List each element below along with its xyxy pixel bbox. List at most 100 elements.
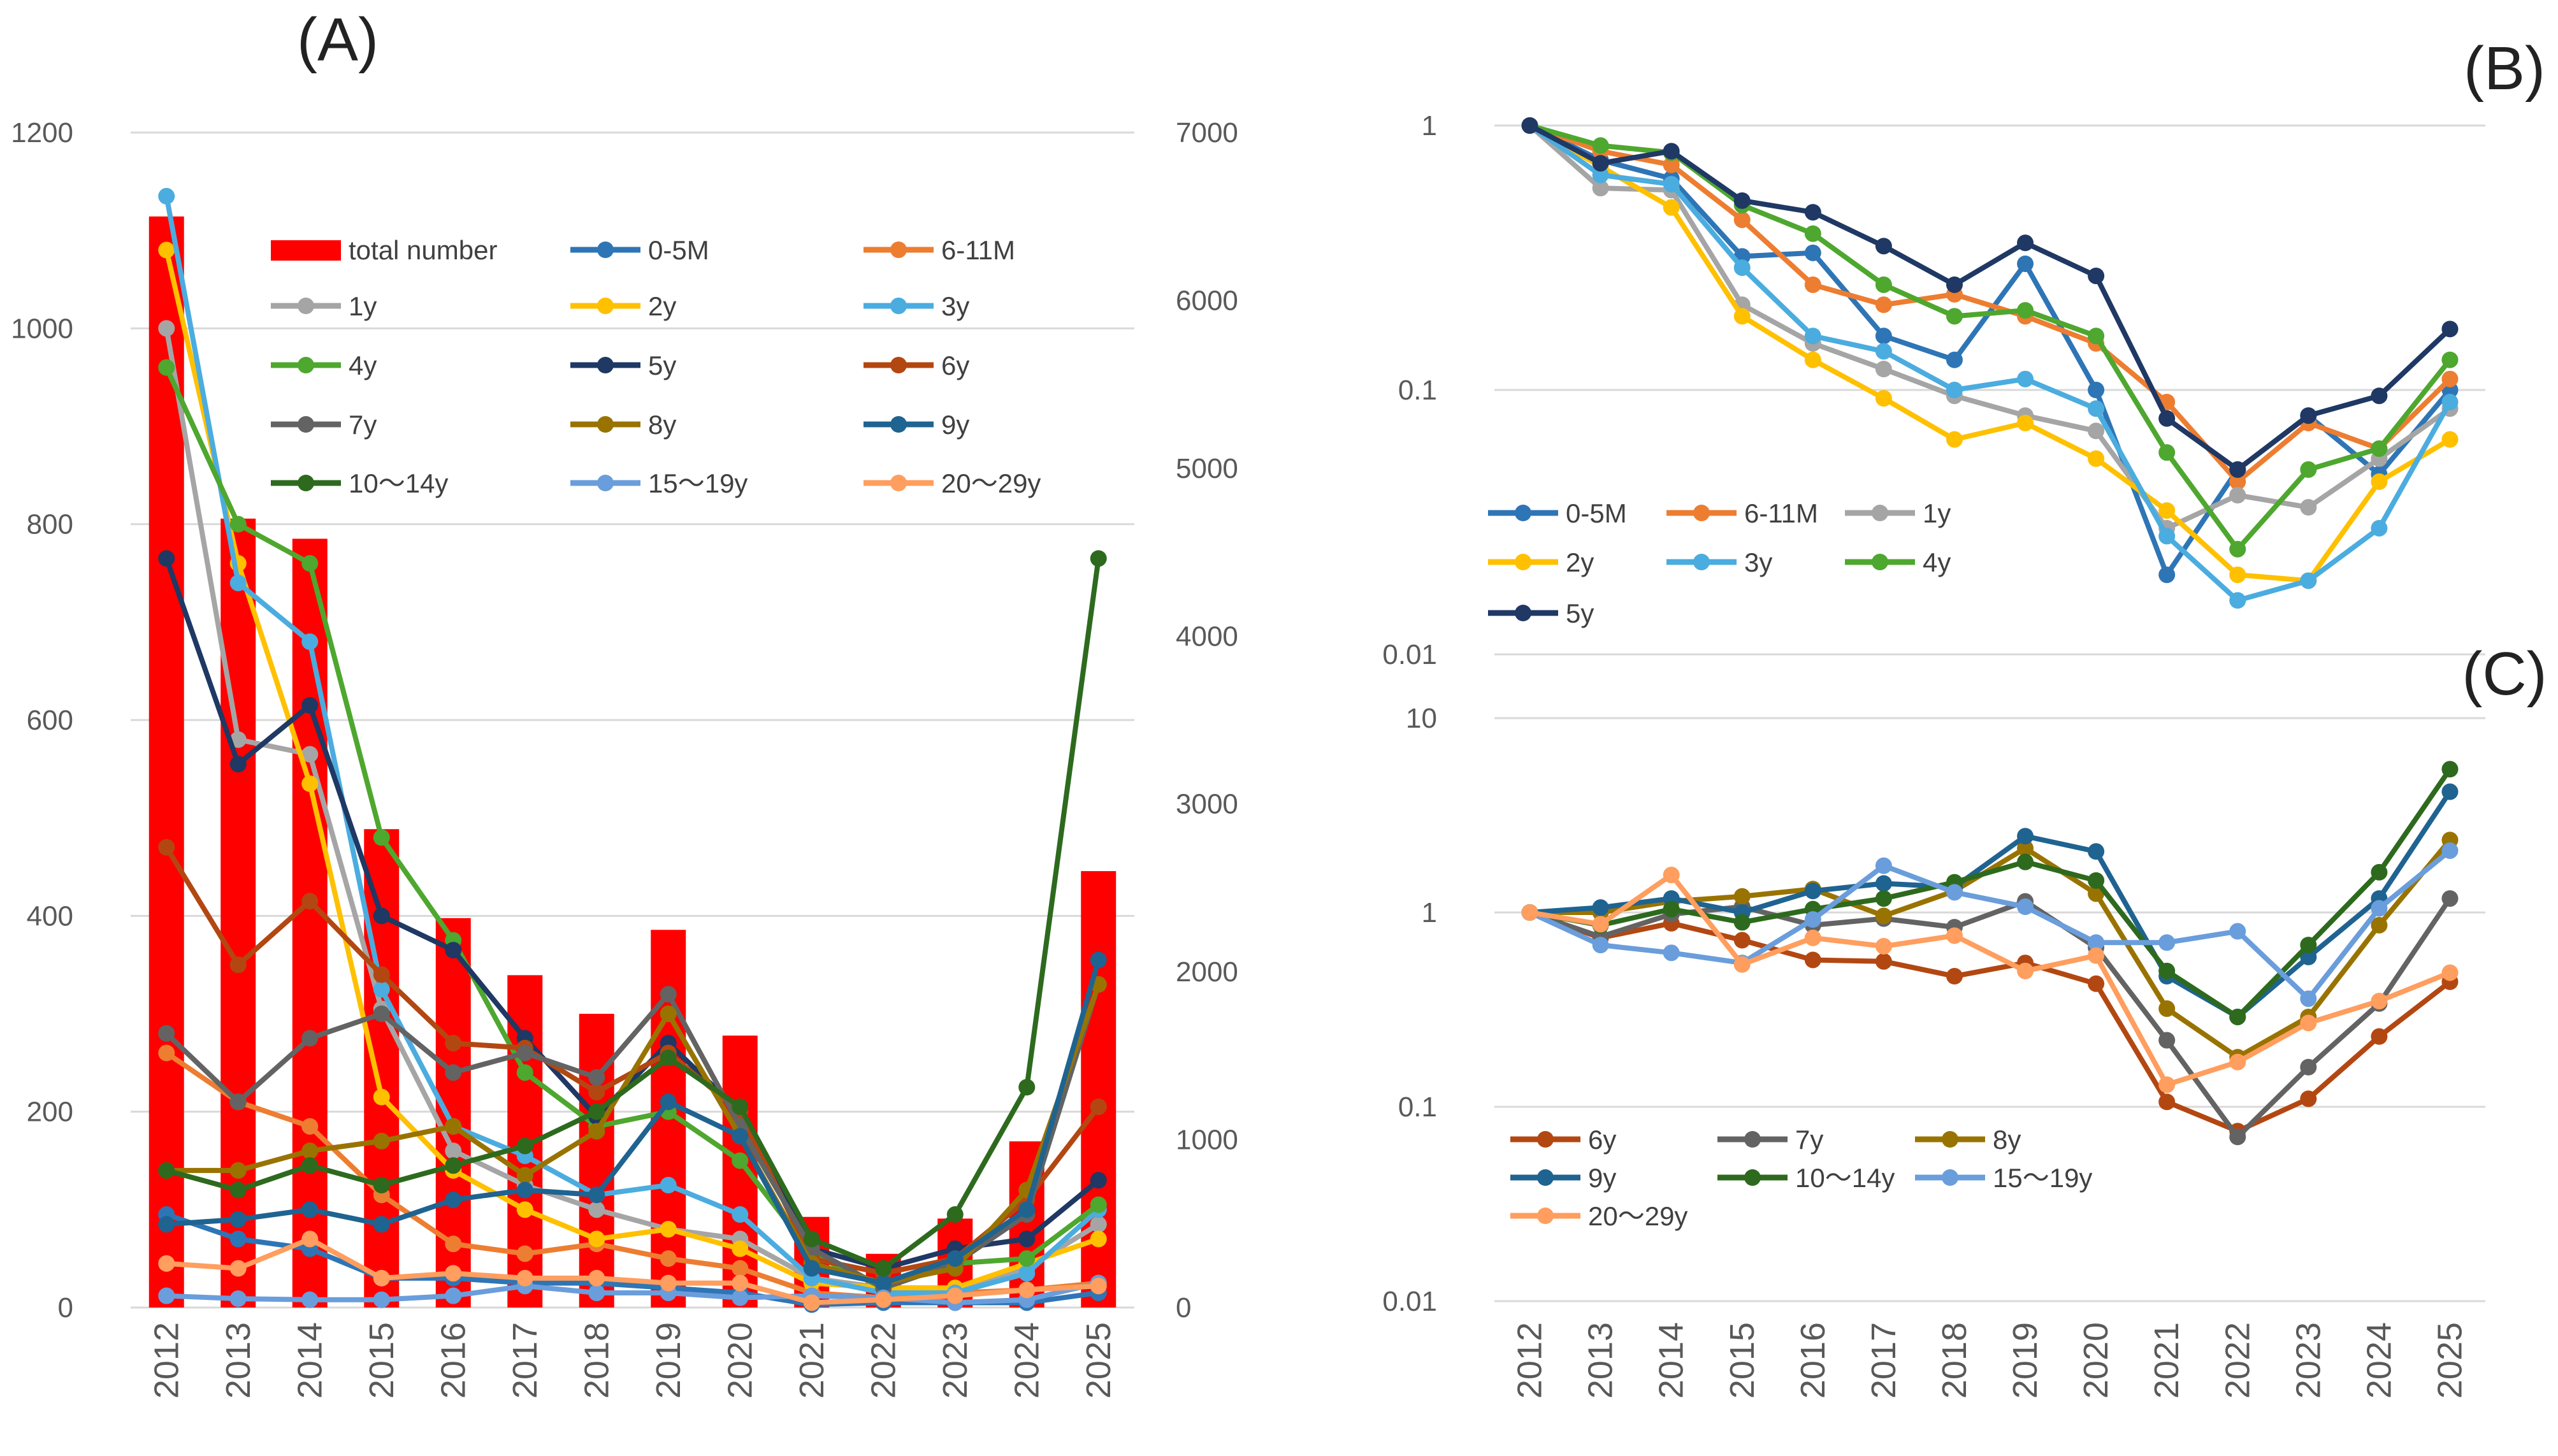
a-point-3y bbox=[373, 981, 390, 998]
b-point-2y bbox=[2229, 566, 2246, 584]
c-point-6y bbox=[2158, 1093, 2176, 1111]
c-point-20-29y bbox=[2300, 1014, 2317, 1032]
b-point-0-5m bbox=[1804, 244, 1821, 261]
b-point-3y bbox=[1733, 259, 1751, 277]
a-point-20-29y bbox=[732, 1274, 749, 1292]
b-point-5y bbox=[2158, 410, 2176, 427]
b-point-1y bbox=[2300, 499, 2317, 516]
c-point-8y bbox=[2017, 840, 2034, 857]
a-point-9y bbox=[588, 1186, 605, 1204]
a-legend-marker-2y bbox=[597, 298, 614, 314]
b-line-6-11m bbox=[1529, 123, 2452, 484]
b-point-5y bbox=[2441, 321, 2459, 338]
b-point-4y bbox=[2017, 302, 2034, 319]
a-point-7y bbox=[301, 1030, 319, 1047]
b-point-6-11m bbox=[1663, 156, 1680, 173]
b-point-1y bbox=[2088, 422, 2105, 440]
a-legend-marker-4y bbox=[298, 357, 314, 373]
b-point-4y bbox=[1592, 137, 1609, 154]
c-point-9y bbox=[1875, 875, 1892, 892]
c-point-15-19y bbox=[2229, 923, 2246, 940]
a-point-8y bbox=[229, 1162, 247, 1179]
c-point-6y bbox=[2088, 975, 2105, 992]
b-legend-label-3y: 3y bbox=[1744, 547, 1772, 577]
c-point-10-14y bbox=[1663, 900, 1680, 918]
a-line-8y bbox=[166, 983, 1101, 1286]
b-point-2y bbox=[1946, 431, 1963, 448]
c-point-20-29y bbox=[1592, 916, 1609, 933]
a-x-tick-label: 2021 bbox=[793, 1322, 831, 1399]
a-y-tick-label: 400 bbox=[27, 900, 73, 932]
b-legend-marker-3y bbox=[1693, 554, 1710, 570]
c-point-20-29y bbox=[2441, 964, 2459, 981]
b-point-6-11m bbox=[2441, 370, 2459, 387]
a-point-0-5m bbox=[229, 1230, 247, 1248]
c-point-7y bbox=[2300, 1058, 2317, 1076]
a-line-9y bbox=[166, 959, 1101, 1286]
c-point-20-29y bbox=[1804, 929, 1821, 946]
a-bar-total-number bbox=[292, 538, 328, 1308]
a-point-8y bbox=[588, 1123, 605, 1140]
a-y2-tick-label: 4000 bbox=[1176, 621, 1238, 652]
b-legend-label-0-5m: 0-5M bbox=[1566, 498, 1627, 528]
b-point-0-5m bbox=[2158, 566, 2176, 584]
b-point-1y bbox=[2229, 487, 2246, 504]
c-point-10-14y bbox=[1733, 914, 1751, 931]
a-x-tick-label: 2015 bbox=[363, 1322, 401, 1399]
b-point-4y bbox=[2088, 328, 2105, 345]
b-legend-marker-6-11m bbox=[1693, 505, 1710, 521]
b-legend-marker-2y bbox=[1515, 554, 1531, 570]
b-point-3y bbox=[1946, 382, 1963, 398]
b-point-3y bbox=[2017, 370, 2034, 387]
c-point-8y bbox=[2158, 1000, 2176, 1017]
a-point-10-14y bbox=[660, 1049, 677, 1067]
c-line-15-19y bbox=[1528, 848, 2452, 1002]
b-point-2y bbox=[2158, 502, 2176, 519]
a-point-2y bbox=[516, 1201, 533, 1218]
b-legend-label-4y: 4y bbox=[1923, 547, 1951, 577]
a-point-20-29y bbox=[1018, 1281, 1036, 1299]
c-point-15-19y bbox=[2371, 900, 2388, 917]
c-y-tick-label: 10 bbox=[1406, 703, 1437, 734]
a-point-9y bbox=[803, 1260, 820, 1277]
c-point-20-29y bbox=[2229, 1053, 2246, 1070]
a-x-tick-label: 2023 bbox=[936, 1322, 974, 1399]
a-x-tick-label: 2017 bbox=[506, 1322, 544, 1399]
c-point-6y bbox=[1946, 968, 1963, 985]
a-legend-label-8y: 8y bbox=[648, 410, 676, 440]
b-point-3y bbox=[1804, 328, 1821, 345]
c-x-tick-label: 2021 bbox=[2148, 1322, 2186, 1399]
a-point-2y bbox=[1090, 1230, 1107, 1248]
a-point-20-29y bbox=[229, 1260, 247, 1277]
a-x-tick-label: 2018 bbox=[577, 1322, 616, 1399]
a-point-4y bbox=[732, 1152, 749, 1169]
a-point-9y bbox=[445, 1191, 462, 1208]
c-point-7y bbox=[2229, 1128, 2246, 1146]
c-x-tick-label: 2020 bbox=[2077, 1322, 2115, 1399]
a-point-9y bbox=[158, 1216, 175, 1233]
a-point-7y bbox=[516, 1044, 533, 1062]
a-point-20-29y bbox=[301, 1230, 319, 1248]
a-bar-total-number bbox=[579, 1014, 614, 1308]
b-point-0-5m bbox=[2017, 255, 2034, 272]
a-legend-label-1y: 1y bbox=[349, 291, 377, 321]
a-point-10-14y bbox=[301, 1157, 319, 1174]
c-point-8y bbox=[1875, 907, 1892, 925]
b-point-4y bbox=[2371, 440, 2388, 458]
a-point-6y bbox=[301, 893, 319, 910]
c-point-15-19y bbox=[1875, 857, 1892, 874]
b-point-5y bbox=[1875, 238, 1892, 255]
b-point-0-5m bbox=[1946, 351, 1963, 368]
a-point-20-29y bbox=[803, 1294, 820, 1311]
a-legend-label-6y: 6y bbox=[941, 350, 969, 380]
a-y-tick-label: 200 bbox=[27, 1097, 73, 1128]
a-point-20-29y bbox=[516, 1269, 533, 1287]
b-y-tick-label: 0.01 bbox=[1382, 639, 1437, 670]
a-x-tick-label: 2022 bbox=[864, 1322, 902, 1399]
a-legend-marker-3y bbox=[890, 298, 907, 314]
a-legend-marker-0-5m bbox=[597, 241, 614, 258]
c-point-9y bbox=[2088, 843, 2105, 860]
c-point-15-19y bbox=[1592, 937, 1609, 954]
c-point-15-19y bbox=[1804, 911, 1821, 928]
a-point-10-14y bbox=[158, 1162, 175, 1179]
